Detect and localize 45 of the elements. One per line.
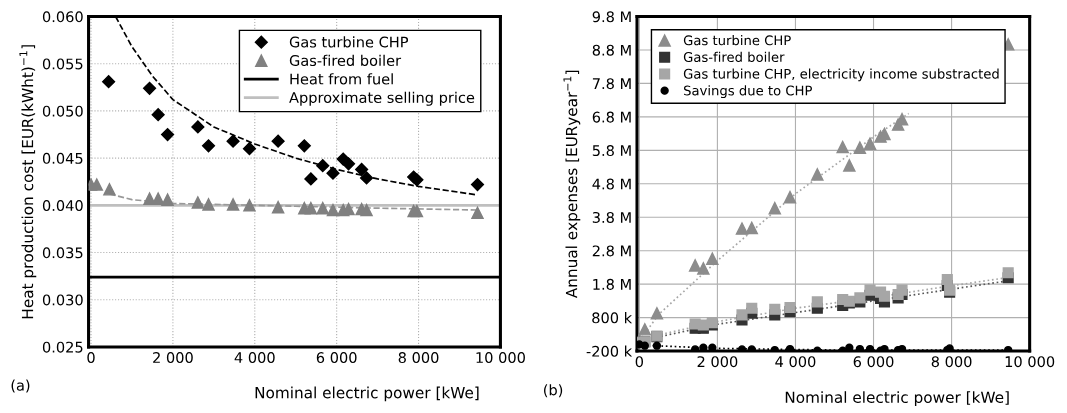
legend-label: Gas turbine CHP, electricity income substracted: [683, 68, 999, 82]
x-tick-label: 4 000: [234, 352, 275, 364]
legend-label: Gas turbine CHP: [683, 35, 791, 46]
y-tick-label: 4.8 M: [592, 178, 631, 190]
x-tick-label: 10 000: [476, 352, 525, 364]
y-tick-label: 7.8 M: [592, 78, 631, 90]
x-tick-label: 2 000: [153, 352, 193, 364]
y-axis-title: Annual expenses [EURyear$^{−1}$]: [563, 70, 581, 299]
y-tick-label: 9.8 M: [592, 11, 631, 23]
y-tick-label: 0.050: [42, 105, 83, 117]
y-tick-label: 8.8 M: [592, 44, 631, 56]
y-tick-label: 2.8 M: [592, 245, 631, 257]
y-tick-label: 0.045: [42, 152, 83, 164]
y-tick-label: 5.8 M: [592, 145, 631, 157]
legend-label: Savings due to CHP: [683, 85, 812, 99]
x-tick-label: 0: [87, 352, 95, 364]
x-tick-label: 8 000: [931, 356, 972, 368]
x-tick-label: 0: [635, 356, 644, 368]
x-axis-title: Nominal electric power [kWe]: [785, 391, 1009, 406]
y-tick-label: 0.035: [42, 247, 83, 259]
y-tick-label: 800 k: [592, 312, 633, 324]
x-tick-label: 6 000: [316, 352, 357, 364]
x-tick-label: 4 000: [775, 356, 816, 368]
y-tick-label: 6.8 M: [592, 111, 631, 123]
x-tick-label: 10 000: [1005, 356, 1055, 368]
x-tick-label: 8 000: [398, 352, 439, 364]
y-tick-label: -200 k: [586, 345, 633, 357]
x-tick-label: 2 000: [697, 356, 738, 368]
legend-label: Approximate selling price: [289, 91, 475, 106]
y-tick-label: 0.060: [42, 11, 83, 23]
legend-label: Heat from fuel: [290, 73, 393, 85]
y-tick-label: 0.040: [42, 200, 83, 212]
x-axis-title: Nominal electric power [kWe]: [255, 386, 479, 402]
legend-label: Gas turbine CHP: [289, 36, 409, 48]
x-tick-label: 6 000: [853, 356, 894, 368]
y-tick-label: 0.030: [42, 294, 83, 306]
text: (b): [544, 384, 563, 398]
legend-label: Gas-fired boiler: [289, 54, 402, 67]
y-tick-label: 3.8 M: [592, 211, 631, 223]
y-tick-label: 1.8 M: [593, 278, 631, 290]
y-tick-label: 0.055: [42, 58, 83, 70]
y-axis-title: Heat production cost [EUR(kWht)$^{−1}$]: [19, 45, 37, 319]
y-tick-label: 0.025: [42, 341, 83, 353]
text: (a): [11, 379, 30, 393]
legend-label: Gas-fired boiler: [683, 51, 785, 63]
